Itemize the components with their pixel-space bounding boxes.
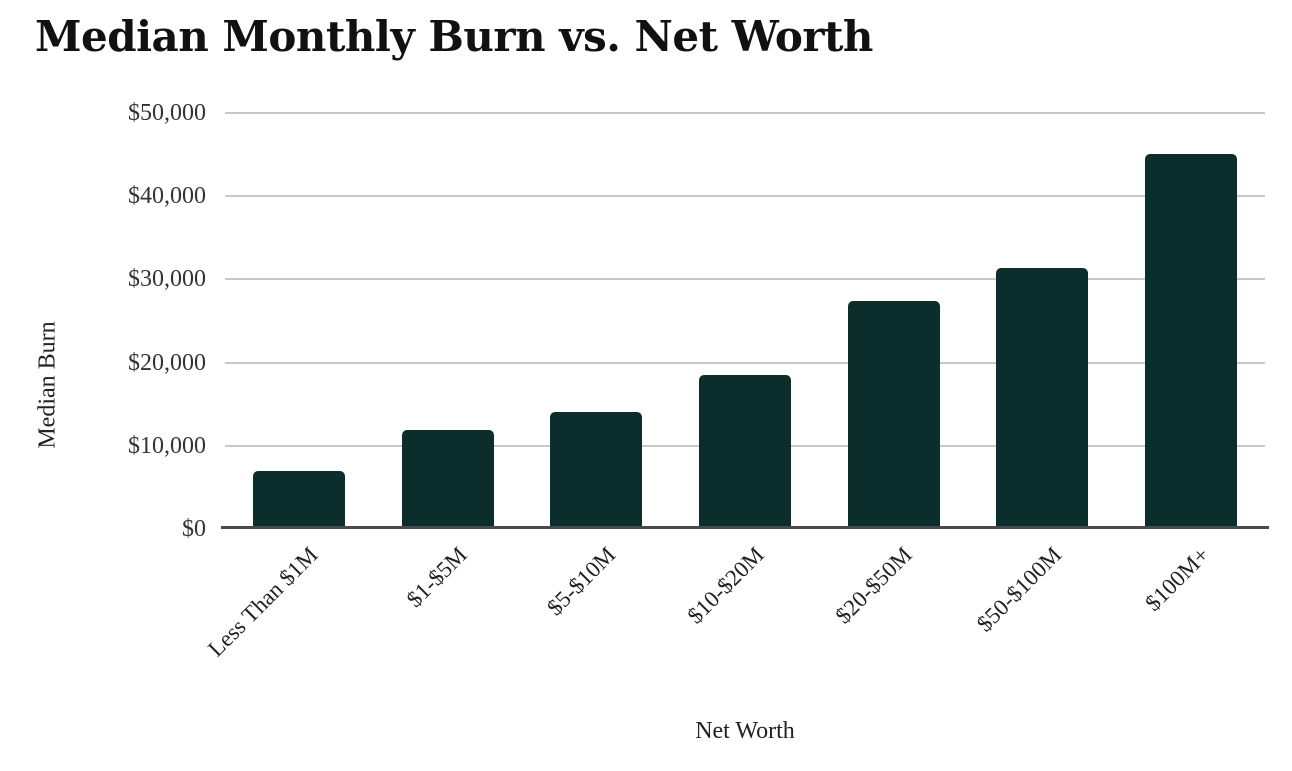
y-tick-label: $40,000 — [128, 183, 206, 210]
y-tick-label: $20,000 — [128, 349, 206, 376]
y-tick-label: $30,000 — [128, 266, 206, 293]
gridline — [225, 361, 1265, 364]
bar-slot — [671, 112, 820, 528]
bar-slot — [522, 112, 671, 528]
gridline — [225, 278, 1265, 281]
bar-$20-$50M — [847, 300, 940, 528]
y-tick-label: $0 — [182, 516, 206, 542]
gridline — [225, 112, 1265, 114]
bar-slot — [374, 112, 523, 528]
y-axis-title: Median Burn — [34, 321, 61, 449]
bar-Less Than $1M — [253, 471, 346, 528]
bar-series — [225, 112, 1265, 528]
bar-slot — [968, 112, 1117, 528]
y-tick-label: $50,000 — [128, 100, 206, 126]
x-axis-title: Net Worth — [695, 718, 795, 744]
bar-$50-$100M — [996, 267, 1089, 528]
bar-$10-$20M — [699, 374, 792, 528]
y-tick-label: $10,000 — [128, 432, 206, 459]
bar-$1-$5M — [401, 429, 494, 528]
plot-area — [221, 112, 1269, 529]
x-axis-line — [221, 526, 1269, 529]
gridline — [225, 195, 1265, 198]
bar-$5-$10M — [550, 411, 643, 528]
bar-slot — [225, 112, 374, 528]
bar-slot — [1116, 112, 1265, 528]
bar-slot — [819, 112, 968, 528]
bar-$100M+ — [1144, 153, 1237, 528]
chart-title: Median Monthly Burn vs. Net Worth — [35, 12, 873, 61]
